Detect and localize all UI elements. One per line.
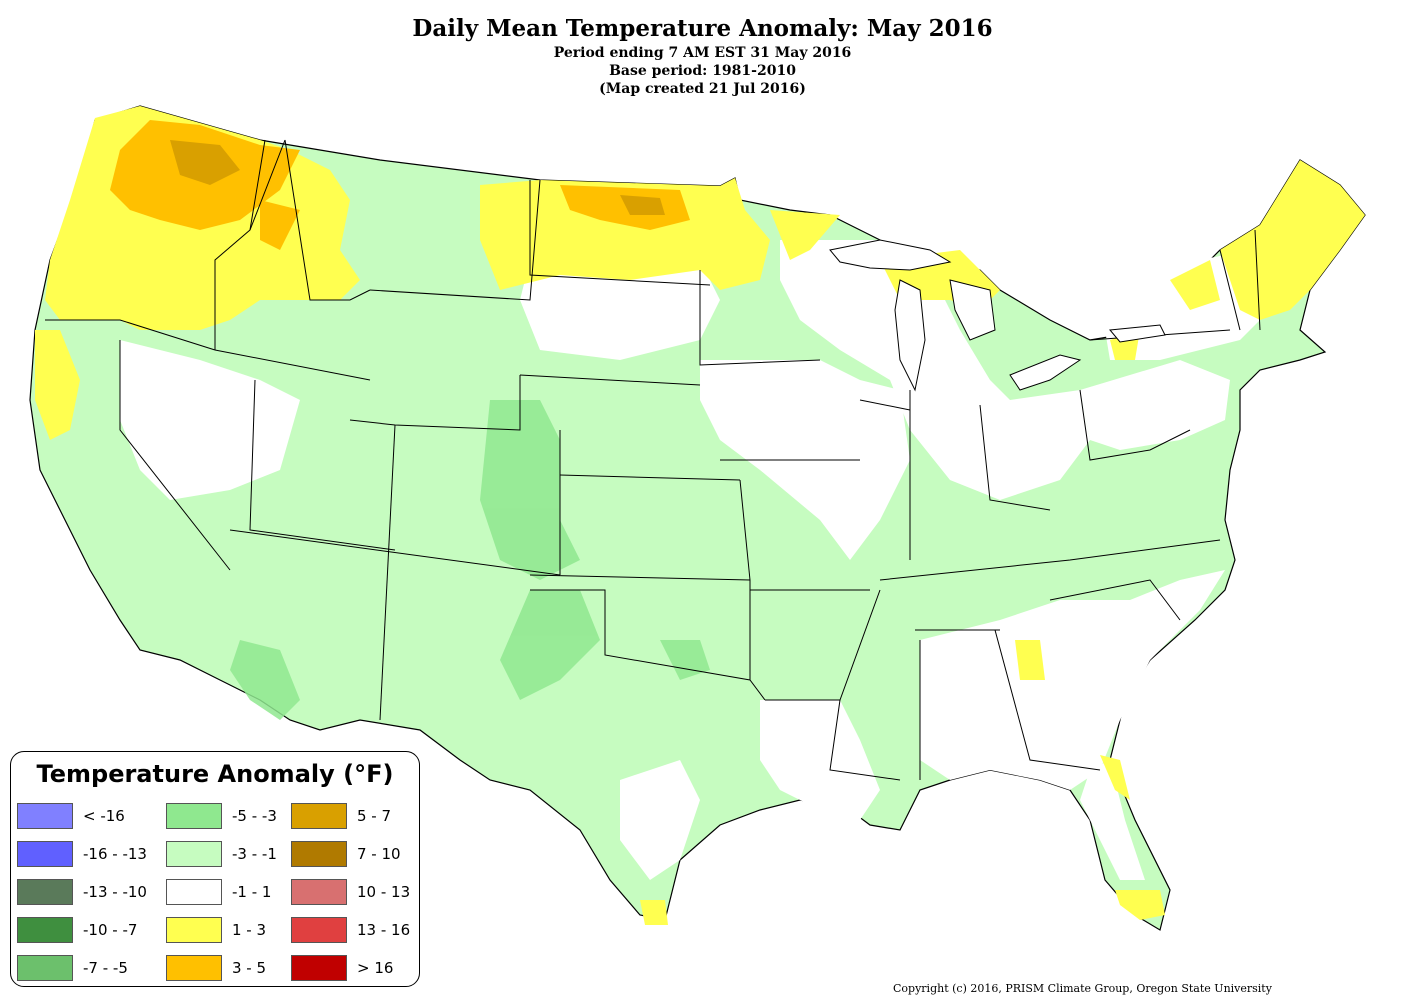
great-lakes xyxy=(829,239,1166,392)
legend-label: 10 - 13 xyxy=(357,883,411,901)
legend-label: < -16 xyxy=(83,807,125,825)
legend-label: -16 - -13 xyxy=(83,845,147,863)
legend-panel: Temperature Anomaly (°F) < -16 -16 - -13… xyxy=(10,751,420,987)
legend-title: Temperature Anomaly (°F) xyxy=(36,760,394,788)
legend-label: 13 - 16 xyxy=(357,921,411,939)
legend-swatch xyxy=(291,955,347,981)
legend-swatch xyxy=(166,917,222,943)
map-base-period: Base period: 1981-2010 xyxy=(609,63,796,79)
legend-swatch xyxy=(17,803,73,829)
legend-swatch xyxy=(17,955,73,981)
state-boundaries xyxy=(45,139,1261,781)
map-created-date: (Map created 21 Jul 2016) xyxy=(599,81,806,97)
legend-swatch xyxy=(166,803,222,829)
legend-swatch xyxy=(17,841,73,867)
legend-swatch xyxy=(291,841,347,867)
lake-erie xyxy=(1009,354,1082,391)
legend-label: -3 - -1 xyxy=(232,845,277,863)
legend-swatch xyxy=(166,955,222,981)
legend-label: 5 - 7 xyxy=(357,807,392,825)
legend-swatch xyxy=(166,841,222,867)
legend-swatch xyxy=(17,917,73,943)
legend-label: 7 - 10 xyxy=(357,845,401,863)
lake-michigan xyxy=(894,279,926,392)
legend-label: -10 - -7 xyxy=(83,921,138,939)
legend-label: -5 - -3 xyxy=(232,807,277,825)
legend-swatch xyxy=(166,879,222,905)
map-title: Daily Mean Temperature Anomaly: May 2016 xyxy=(412,15,993,42)
legend-label: -13 - -10 xyxy=(83,883,147,901)
map-title-block: Daily Mean Temperature Anomaly: May 2016… xyxy=(0,14,1405,98)
legend-label: 1 - 3 xyxy=(232,921,267,939)
map-period: Period ending 7 AM EST 31 May 2016 xyxy=(553,45,852,61)
copyright-notice: Copyright (c) 2016, PRISM Climate Group,… xyxy=(893,982,1272,995)
legend-swatch xyxy=(291,879,347,905)
legend-label: -1 - 1 xyxy=(232,883,272,901)
lake-ontario xyxy=(1109,324,1166,343)
cool-anomaly-regions xyxy=(230,400,710,720)
legend-label: -7 - -5 xyxy=(83,959,128,977)
legend-swatch xyxy=(17,879,73,905)
legend-swatch xyxy=(291,917,347,943)
legend-label: > 16 xyxy=(357,959,394,977)
lake-huron xyxy=(949,279,996,341)
very-hot-anomaly-regions xyxy=(170,140,665,215)
legend-label: 3 - 5 xyxy=(232,959,267,977)
legend-swatch xyxy=(291,803,347,829)
lake-superior xyxy=(829,239,952,271)
